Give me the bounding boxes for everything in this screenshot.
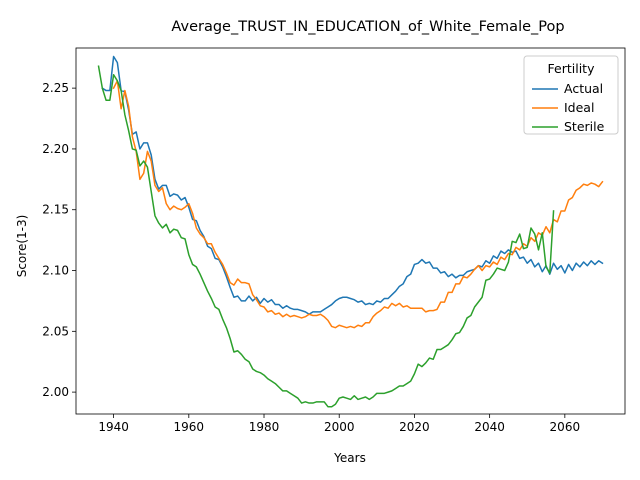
series-line-ideal — [112, 80, 604, 329]
legend-title: Fertility — [548, 61, 596, 76]
legend: Fertility Actual Ideal Sterile — [523, 55, 619, 135]
x-tick-label: 2000 — [324, 420, 355, 434]
series-line-sterile — [97, 65, 555, 408]
y-tick-label: 2.20 — [42, 142, 69, 156]
y-tick-label: 2.10 — [42, 264, 69, 278]
legend-label-sterile: Sterile — [564, 119, 605, 134]
y-tick-label: 2.25 — [42, 81, 69, 95]
plot-area — [97, 55, 604, 408]
legend-label-actual: Actual — [564, 81, 603, 96]
plot-frame — [75, 47, 626, 415]
y-tick-label: 2.05 — [42, 324, 69, 338]
y-tick-label: 2.00 — [42, 385, 69, 399]
axes: 1940 1960 1980 2000 2020 2040 2060 2.00 2.05 2.10… — [42, 47, 626, 434]
x-tick-label: 1960 — [174, 420, 205, 434]
x-tick-label: 1980 — [249, 420, 280, 434]
series-line-actual — [101, 55, 604, 316]
x-tick-label: 2020 — [399, 420, 430, 434]
x-axis-label: Years — [333, 451, 366, 465]
y-tick-label: 2.15 — [42, 203, 69, 217]
chart-title: Average_TRUST_IN_EDUCATION_of_White_Fema… — [171, 19, 564, 35]
x-tick-label: 2060 — [550, 420, 581, 434]
x-tick-label: 1940 — [98, 420, 129, 434]
x-tick-label: 2040 — [474, 420, 505, 434]
legend-box — [523, 55, 619, 135]
legend-label-ideal: Ideal — [564, 100, 594, 115]
y-axis-label: Score(1-3) — [15, 215, 29, 278]
